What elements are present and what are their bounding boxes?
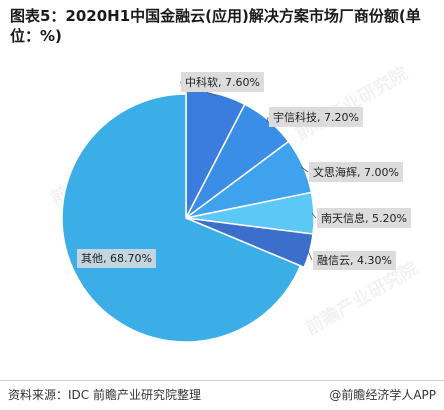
pie-slices bbox=[61, 89, 315, 343]
slice-label-text: 文思海辉, 7.00% bbox=[313, 165, 399, 179]
chart-title: 图表5：2020H1中国金融云(应用)解决方案市场厂商份额(单位：%) bbox=[10, 7, 421, 45]
watermark-text: 前瞻产业研究院 bbox=[292, 62, 412, 144]
slice-label-bg bbox=[269, 107, 363, 127]
slice-label-bg bbox=[317, 208, 411, 228]
slice-label-bg bbox=[77, 249, 156, 268]
slice-label-3: 文思海辉, 7.00% bbox=[309, 162, 403, 182]
slice-labels: 中科软, 7.60% 宇信科技, 7.20% 文思海辉, 7.00% 南天信息, 5.… bbox=[77, 72, 411, 270]
pie-slice-6 bbox=[61, 93, 302, 343]
slice-label-text: 宇信科技, 7.20% bbox=[273, 110, 359, 124]
footer: 资料来源：IDC 前瞻产业研究院整理 @前瞻经济学人APP bbox=[8, 386, 436, 404]
slice-label-4: 南天信息, 5.20% bbox=[317, 208, 411, 228]
slice-label-bg bbox=[181, 72, 264, 92]
source-note: 资料来源：IDC 前瞻产业研究院整理 bbox=[8, 388, 201, 402]
slice-label-2: 宇信科技, 7.20% bbox=[269, 107, 363, 127]
slice-label-text: 南天信息, 5.20% bbox=[321, 211, 407, 225]
leader-line-3 bbox=[300, 166, 309, 173]
footer-divider bbox=[0, 380, 444, 381]
leader-line-4 bbox=[311, 212, 317, 219]
slice-label-5: 融信云, 4.30% bbox=[313, 251, 396, 270]
slice-label-1: 中科软, 7.60% bbox=[181, 72, 264, 92]
pie-chart: 前瞻产业研究院前瞻产业研究院前瞻产业研究院 中科软, 7.60%宇信科技, 7.… bbox=[47, 62, 422, 343]
slice-label-bg bbox=[313, 251, 396, 270]
slice-label-text: 中科软, 7.60% bbox=[185, 75, 260, 89]
slice-label-text: 融信云, 4.30% bbox=[317, 254, 392, 267]
slice-label-bg bbox=[309, 162, 403, 182]
pie-slice-5 bbox=[185, 217, 314, 269]
leader-line-5 bbox=[307, 250, 313, 261]
slice-label-text: 其他, 68.70% bbox=[81, 252, 152, 265]
slice-label-6: 其他, 68.70% bbox=[77, 249, 156, 268]
credit-note: @前瞻经济学人APP bbox=[329, 388, 436, 402]
